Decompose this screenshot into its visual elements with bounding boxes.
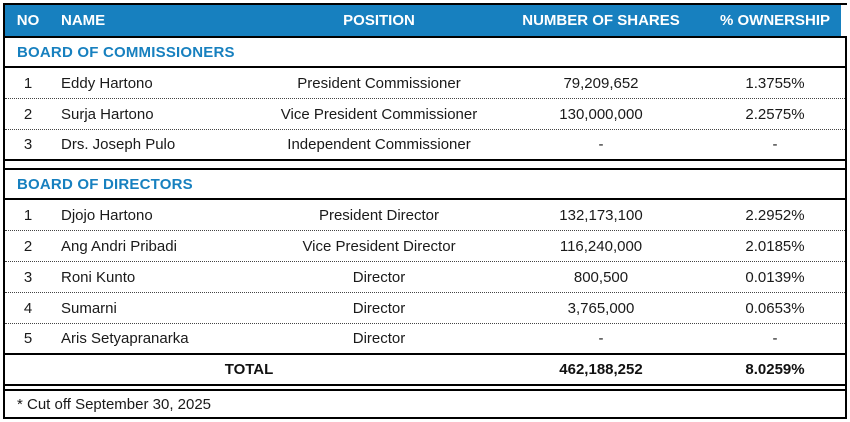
table-row: 1 Djojo Hartono President Director 132,1… <box>5 200 845 231</box>
cell-shares: 79,209,652 <box>563 74 639 92</box>
cell-position: Independent Commissioner <box>287 136 471 153</box>
cell-shares: - <box>598 330 604 347</box>
cell-position: Vice President Commissioner <box>280 105 478 123</box>
table-row: 2 Surja Hartono Vice President Commissio… <box>5 99 845 130</box>
col-header-shares: NUMBER OF SHARES <box>522 12 680 29</box>
section-header-directors: BOARD OF DIRECTORS <box>5 170 845 200</box>
cell-name: Eddy Hartono <box>61 74 153 92</box>
cell-no: 3 <box>23 268 33 286</box>
cell-ownership: 0.0653% <box>745 299 805 317</box>
cell-no: 3 <box>23 136 33 153</box>
section-gap <box>5 161 845 170</box>
cell-shares: 116,240,000 <box>559 237 643 255</box>
col-header-name: NAME <box>61 12 106 29</box>
table-header-row: NO NAME POSITION NUMBER OF SHARES % OWNE… <box>5 5 849 38</box>
shareholding-table: NO NAME POSITION NUMBER OF SHARES % OWNE… <box>3 3 849 419</box>
table-row: 3 Drs. Joseph Pulo Independent Commissio… <box>5 130 845 161</box>
cell-no: 2 <box>23 237 33 255</box>
section-title: BOARD OF DIRECTORS <box>17 175 193 193</box>
cell-shares: 132,173,100 <box>559 206 643 224</box>
col-header-no: NO <box>16 12 40 29</box>
header-spacer <box>841 5 849 36</box>
cell-position: Vice President Director <box>302 237 456 255</box>
col-header-position: POSITION <box>343 12 415 29</box>
table-row: 4 Sumarni Director 3,765,000 0.0653% <box>5 293 845 324</box>
cell-shares: 800,500 <box>573 268 629 286</box>
cell-shares: 3,765,000 <box>567 299 635 317</box>
cell-name: Ang Andri Pribadi <box>61 237 177 255</box>
cell-ownership: - <box>772 330 778 347</box>
cell-position: Director <box>352 268 406 286</box>
cell-name: Drs. Joseph Pulo <box>61 136 176 153</box>
cell-name: Surja Hartono <box>61 105 154 123</box>
cell-ownership: 2.2575% <box>745 105 805 123</box>
cell-name: Aris Setyapranarka <box>61 330 189 347</box>
cell-ownership: 2.2952% <box>745 206 805 224</box>
total-ownership: 8.0259% <box>745 361 805 378</box>
cell-no: 1 <box>23 206 33 224</box>
cell-position: President Commissioner <box>297 74 461 92</box>
cell-position: President Director <box>318 206 440 224</box>
cell-position: Director <box>352 330 406 347</box>
section-title: BOARD OF COMMISSIONERS <box>17 43 235 61</box>
cell-shares: - <box>598 136 604 153</box>
table-row: 5 Aris Setyapranarka Director - - <box>5 324 845 355</box>
table-row: 1 Eddy Hartono President Commissioner 79… <box>5 68 845 99</box>
cell-ownership: 2.0185% <box>745 237 805 255</box>
footnote-text: * Cut off September 30, 2025 <box>17 395 212 413</box>
section-header-commissioners: BOARD OF COMMISSIONERS <box>5 38 845 68</box>
cell-position: Director <box>352 299 406 317</box>
cell-shares: 130,000,000 <box>559 105 643 123</box>
total-row: TOTAL 462,188,252 8.0259% <box>5 355 845 386</box>
double-line-divider <box>5 386 845 391</box>
cell-ownership: - <box>772 136 778 153</box>
cell-ownership: 0.0139% <box>745 268 805 286</box>
cell-name: Roni Kunto <box>61 268 136 286</box>
cell-no: 2 <box>23 105 33 123</box>
cell-name: Djojo Hartono <box>61 206 153 224</box>
cell-name: Sumarni <box>61 299 117 317</box>
col-header-ownership: % OWNERSHIP <box>719 12 830 29</box>
cell-ownership: 1.3755% <box>745 74 805 92</box>
cell-no: 1 <box>23 74 33 92</box>
total-shares: 462,188,252 <box>559 361 643 378</box>
table-row: 3 Roni Kunto Director 800,500 0.0139% <box>5 262 845 293</box>
table-row: 2 Ang Andri Pribadi Vice President Direc… <box>5 231 845 262</box>
cell-no: 5 <box>23 330 33 347</box>
total-label: TOTAL <box>224 361 274 378</box>
footnote-row: * Cut off September 30, 2025 <box>5 391 845 417</box>
cell-no: 4 <box>23 299 33 317</box>
